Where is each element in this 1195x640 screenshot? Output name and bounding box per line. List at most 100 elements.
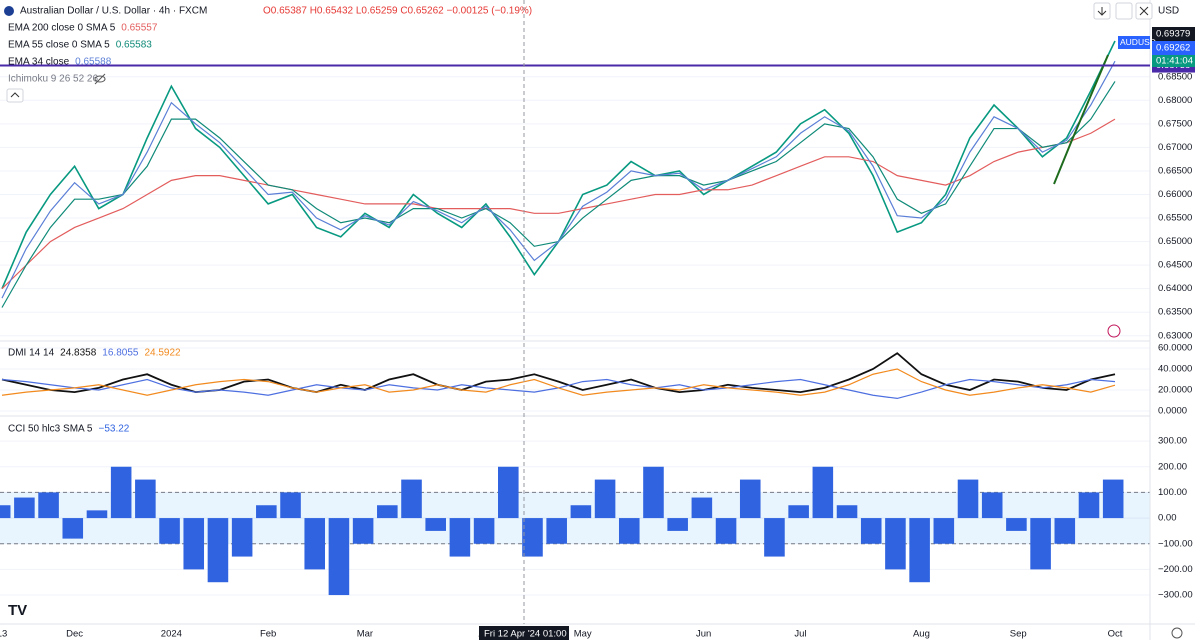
toolbar [1093,2,1153,20]
cci-bar [135,479,156,519]
cci-bar [1006,518,1027,531]
x-tick-label: Feb [260,629,276,640]
cci-bar [304,518,326,570]
cci-bar [1030,518,1051,570]
plot-area [0,40,1150,596]
y-tick-label: 300.00 [1158,436,1187,447]
cci-bar [110,466,132,519]
x-tick-label: Jun [696,629,711,640]
y-tick-label: 0.63000 [1158,330,1192,341]
legend-name: EMA 200 close 0 SMA 5 [8,23,116,34]
countdown-badge [1152,55,1195,67]
series-line [1,60,1116,299]
y-tick-label: 0.67000 [1158,142,1192,153]
indicator-legend: Ichimoku 9 26 52 26 [8,74,98,85]
eye-icon[interactable] [94,73,106,85]
cci-bar [280,492,301,519]
cci-bar [425,518,446,531]
cci-bar [667,518,688,531]
chevron [10,92,20,98]
cci-bar [643,466,664,519]
y-tick-label: 0.66000 [1158,189,1192,200]
trend-line [1053,54,1109,185]
pane-title: DMI 14 14 [8,348,55,359]
countdown-label: 01:41:04 [1156,56,1193,67]
series-line [1,352,1116,394]
cci-bar [183,518,205,570]
cci-bar [473,518,495,544]
pane-title: CCI 50 hlc3 SMA 5 [8,424,93,435]
cci-bar [788,505,809,519]
cci-bar [231,518,253,557]
x-tick-label: May [574,629,592,640]
alert-icon[interactable] [1107,324,1121,338]
cci-bar [86,510,108,519]
y-tick-label: 200.00 [1158,461,1187,472]
series-line [1,118,1116,290]
y-tick-label: −200.00 [1158,564,1193,575]
y-tick-label: 0.65500 [1158,213,1192,224]
cci-bar [522,518,543,557]
cci-bar [449,518,471,557]
x-tick-label: 13 [0,629,7,640]
y-tick-label: 0.68500 [1158,71,1192,82]
cci-bar [38,492,59,519]
logo: TV [8,602,27,619]
cci-bar [812,466,834,519]
crosshair-time: Fri 12 Apr '24 01:00 [484,629,567,640]
cci-bar [207,518,229,583]
cci-bar [957,479,979,519]
fit-button[interactable] [1115,2,1133,20]
legend-value: 0.65588 [75,57,112,68]
last-label: 0.69379 [1156,29,1190,40]
cci-bar [860,518,882,544]
y-tick-label: 20.0000 [1158,385,1192,396]
cci-bar [715,518,737,544]
cci-bar [328,518,350,596]
y-tick-label: 0.67500 [1158,118,1192,129]
cci-bar [691,497,713,519]
cci-bar [14,497,35,519]
cci-bar [1102,479,1124,519]
y-tick-label: −300.00 [1158,590,1193,601]
y-tick-label: 0.64500 [1158,260,1192,271]
cci-bar [401,479,422,519]
legend-value: −53.22 [98,424,129,435]
cci-bar [618,518,640,544]
last-badge [1152,27,1195,41]
series-line [1,368,1116,396]
cci-bar [739,479,761,519]
y-tick-label: 0.63500 [1158,307,1192,318]
legend-name: EMA 55 close 0 SMA 5 [8,40,110,51]
cci-bar [546,518,567,544]
x-tick-label: 2024 [161,629,182,640]
x-tick-label: Aug [913,629,930,640]
legend-value: 24.8358 [60,348,97,359]
cci-bar [836,505,858,519]
settings-icon[interactable] [1171,627,1183,639]
y-tick-label: 100.00 [1158,487,1187,498]
collapse-button[interactable] [6,88,24,103]
cci-bar [570,505,592,519]
price-badge [1152,41,1195,55]
symbol-label: AUDUSD [1120,37,1156,47]
y-tick-label: −100.00 [1158,538,1193,549]
cci-bar [885,518,906,570]
x-tick-label: Oct [1108,629,1123,640]
legend-value: 24.5922 [144,348,181,359]
cci-bar [498,466,519,519]
y-tick-label: 0.0000 [1158,406,1187,417]
cci-bar [159,518,180,544]
y-tick-label: 0.64000 [1158,283,1192,294]
crosshair-badge [479,626,569,640]
legend-value: 0.65583 [116,40,153,51]
y-tick-label: 60.0000 [1158,343,1192,354]
symbol-badge [1118,36,1150,49]
cci-bar [909,518,930,583]
currency[interactable]: USD [1158,6,1179,17]
x-tick-label: Sep [1010,629,1027,640]
cci-bar [1078,492,1100,519]
cci-bar [62,518,84,539]
y-tick-label: 0.65000 [1158,236,1192,247]
